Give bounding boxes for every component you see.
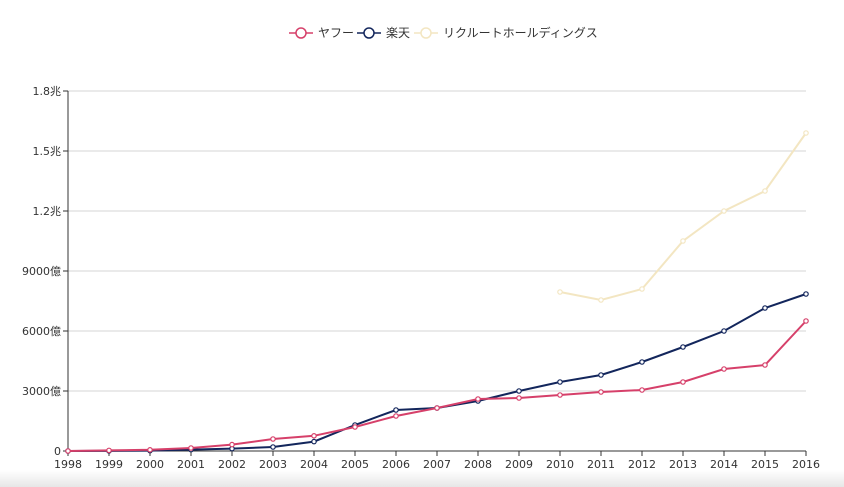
data-point bbox=[516, 388, 522, 394]
x-tick-label: 2007 bbox=[423, 458, 451, 471]
data-point bbox=[270, 436, 276, 442]
x-tick-label: 2011 bbox=[587, 458, 615, 471]
data-point bbox=[352, 424, 358, 430]
x-tick-label: 2004 bbox=[300, 458, 328, 471]
data-point bbox=[147, 446, 153, 453]
legend-item: ヤフー bbox=[289, 26, 354, 40]
data-point bbox=[188, 445, 194, 451]
data-point bbox=[598, 389, 604, 395]
y-tick-label: 1.5兆 bbox=[33, 145, 62, 158]
data-point bbox=[803, 318, 809, 324]
data-point bbox=[106, 447, 112, 454]
x-tick-label: 2014 bbox=[710, 458, 738, 471]
data-point bbox=[680, 379, 686, 385]
series-layer bbox=[65, 130, 809, 454]
series-line bbox=[559, 132, 807, 302]
x-tick-label: 1999 bbox=[95, 458, 123, 471]
series-0 bbox=[65, 318, 809, 454]
data-point bbox=[557, 392, 563, 398]
x-tick-label: 2010 bbox=[546, 458, 574, 471]
data-point bbox=[434, 405, 440, 411]
series-1 bbox=[65, 291, 809, 454]
x-tick-label: 2009 bbox=[505, 458, 533, 471]
data-point bbox=[557, 379, 563, 385]
x-tick-label: 2008 bbox=[464, 458, 492, 471]
x-tick-label: 2012 bbox=[628, 458, 656, 471]
data-point bbox=[516, 395, 522, 401]
x-tick-label: 2013 bbox=[669, 458, 697, 471]
data-point bbox=[311, 432, 317, 439]
x-axis: 1998 1999 2000 2001 2002 2003 2004 2005 2006 2007… bbox=[54, 450, 820, 471]
data-point bbox=[680, 344, 686, 350]
x-tick-label: 2005 bbox=[341, 458, 369, 471]
data-point bbox=[475, 396, 481, 402]
data-point bbox=[639, 387, 645, 393]
y-tick-label: 3000億 bbox=[22, 385, 61, 398]
data-point bbox=[762, 188, 768, 194]
y-tick-label: 1.8兆 bbox=[33, 85, 62, 98]
y-axis: 0 3000億 6000億 9000億 1.2兆 1.5兆 1.8兆 bbox=[22, 85, 69, 458]
data-point bbox=[393, 407, 399, 413]
data-point bbox=[803, 291, 809, 297]
data-point bbox=[598, 297, 604, 303]
data-point bbox=[598, 372, 604, 378]
data-point bbox=[762, 305, 768, 311]
data-point bbox=[803, 130, 809, 136]
y-tick-label: 6000億 bbox=[22, 325, 61, 338]
data-point bbox=[393, 413, 399, 419]
legend-marker bbox=[363, 27, 375, 39]
data-point bbox=[229, 441, 235, 448]
legend-label: 楽天 bbox=[386, 26, 410, 40]
x-tick-label: 2015 bbox=[751, 458, 779, 471]
data-point bbox=[639, 286, 645, 292]
data-point bbox=[762, 362, 768, 368]
data-point bbox=[311, 438, 317, 445]
y-tick-label: 9000億 bbox=[22, 265, 61, 278]
data-point bbox=[65, 448, 71, 454]
data-point bbox=[557, 289, 563, 295]
x-tick-label: 1998 bbox=[54, 458, 82, 471]
data-point bbox=[680, 238, 686, 244]
data-point bbox=[721, 366, 727, 372]
data-point bbox=[721, 328, 727, 334]
data-point bbox=[639, 359, 645, 365]
x-tick-label: 2006 bbox=[382, 458, 410, 471]
legend-label: ヤフー bbox=[318, 26, 354, 40]
series-line bbox=[67, 320, 807, 452]
legend-marker bbox=[295, 27, 307, 39]
x-tick-label: 2016 bbox=[792, 458, 820, 471]
legend: ヤフー 楽天 リクルートホールディングス bbox=[289, 25, 598, 40]
legend-item: リクルートホールディングス bbox=[414, 25, 598, 40]
x-tick-label: 2002 bbox=[218, 458, 246, 471]
x-tick-label: 2001 bbox=[177, 458, 205, 471]
y-tick-label: 0 bbox=[54, 445, 61, 458]
x-tick-label: 2000 bbox=[136, 458, 164, 471]
data-point bbox=[721, 208, 727, 214]
legend-marker bbox=[420, 27, 432, 39]
y-tick-label: 1.2兆 bbox=[33, 205, 62, 218]
legend-item: 楽天 bbox=[357, 26, 410, 40]
x-tick-label: 2003 bbox=[259, 458, 287, 471]
data-point bbox=[270, 444, 276, 450]
legend-label: リクルートホールディングス bbox=[443, 25, 598, 40]
series-line bbox=[67, 293, 807, 452]
gridlines bbox=[68, 90, 806, 392]
series-2 bbox=[557, 130, 809, 303]
